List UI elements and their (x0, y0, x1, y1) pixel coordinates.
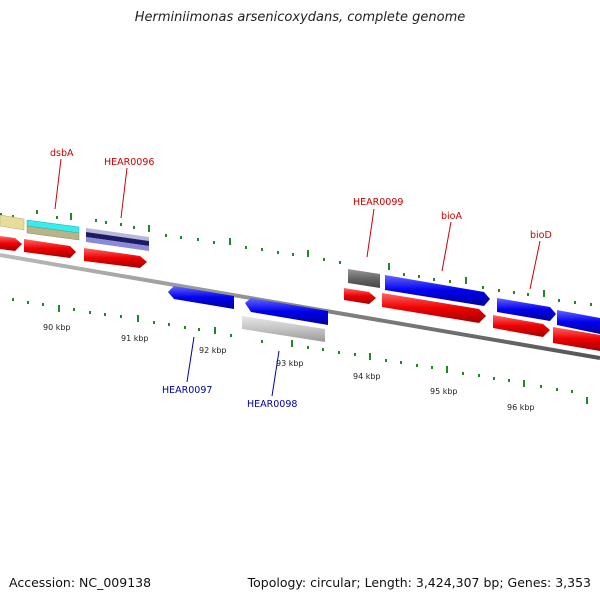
feature-lavender-top (86, 228, 149, 241)
cds-arrow (553, 327, 600, 351)
tick-label-93: 93 kbp (276, 359, 304, 368)
tick-label-91: 91 kbp (121, 334, 149, 343)
upper-tick-row (0, 210, 592, 306)
tick-label-94: 94 kbp (353, 372, 381, 381)
gene-forward (385, 275, 600, 334)
tick-label-90: 90 kbp (43, 323, 71, 332)
gene-arrow (385, 275, 490, 306)
gene-arrow-hear0097 (168, 286, 234, 309)
lower-tick-row (12, 298, 588, 404)
gene-label-bioA: bioA (441, 211, 462, 222)
tick-label-96: 96 kbp (507, 403, 535, 412)
feature-navy (86, 232, 149, 246)
gene-label-HEAR0097: HEAR0097 (162, 385, 212, 396)
cds-arrow (382, 293, 486, 323)
tick-label-92: 92 kbp (199, 346, 227, 355)
gene-label-bioD: bioD (530, 230, 552, 241)
gene-arrow (497, 298, 556, 321)
cds-arrow (344, 288, 376, 304)
feature-gray-hear0099 (348, 269, 380, 288)
gene-reverse (168, 286, 328, 342)
gene-label-dsbA: dsbA (50, 148, 74, 159)
gene-label-HEAR0099: HEAR0099 (353, 197, 403, 208)
label-leaders (54, 158, 541, 397)
cds-arrow (84, 248, 147, 268)
gene-label-HEAR0096: HEAR0096 (104, 157, 154, 168)
topology-text: Topology: circular; Length: 3,424,307 bp… (247, 575, 591, 590)
feature-lavender-bottom (86, 237, 149, 251)
accession-text: Accession: NC_009138 (9, 575, 152, 590)
feature-yellow (0, 214, 25, 231)
cds-arrow (0, 236, 22, 251)
feature-blocks-upper (0, 214, 380, 288)
gene-arrow (557, 310, 600, 334)
cds-arrow (24, 239, 76, 258)
feature-olive (26, 225, 80, 241)
gene-label-HEAR0098: HEAR0098 (247, 399, 297, 410)
cds-arrow (493, 315, 550, 337)
gene-arrow-hear0098 (245, 298, 328, 325)
tick-label-95: 95 kbp (430, 387, 458, 396)
feature-light-gray (242, 316, 325, 342)
cds-forward (0, 236, 600, 351)
genome-title: Herminiimonas arsenicoxydans, complete g… (134, 10, 466, 25)
